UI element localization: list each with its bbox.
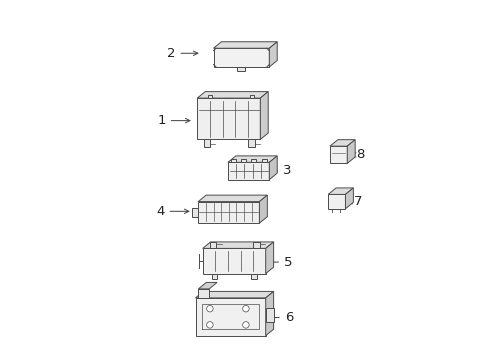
Polygon shape: [228, 156, 277, 162]
Polygon shape: [270, 156, 277, 180]
Polygon shape: [214, 42, 277, 48]
Polygon shape: [249, 94, 254, 98]
Polygon shape: [266, 256, 271, 266]
Polygon shape: [347, 140, 355, 163]
Polygon shape: [214, 48, 270, 67]
Polygon shape: [251, 274, 257, 279]
Polygon shape: [198, 289, 209, 298]
Polygon shape: [212, 274, 218, 279]
Polygon shape: [210, 242, 217, 248]
Polygon shape: [198, 282, 217, 289]
Polygon shape: [198, 195, 268, 202]
Polygon shape: [197, 91, 268, 98]
Polygon shape: [266, 308, 273, 323]
Polygon shape: [345, 188, 353, 209]
Polygon shape: [197, 98, 260, 139]
Polygon shape: [253, 242, 260, 248]
Polygon shape: [328, 188, 353, 194]
Polygon shape: [251, 159, 256, 162]
Polygon shape: [193, 208, 198, 217]
Text: 6: 6: [268, 311, 293, 324]
Polygon shape: [228, 162, 270, 180]
Circle shape: [243, 305, 249, 312]
Text: 8: 8: [350, 148, 365, 161]
Polygon shape: [266, 242, 273, 274]
Polygon shape: [248, 139, 255, 148]
Polygon shape: [330, 146, 347, 163]
Polygon shape: [328, 194, 345, 209]
Text: 4: 4: [156, 205, 189, 218]
Text: 3: 3: [270, 165, 292, 177]
Text: 5: 5: [269, 256, 293, 269]
Polygon shape: [241, 159, 246, 162]
Circle shape: [207, 322, 213, 328]
Polygon shape: [262, 159, 267, 162]
Polygon shape: [196, 298, 266, 336]
Polygon shape: [238, 67, 245, 71]
Polygon shape: [204, 139, 210, 148]
Polygon shape: [198, 202, 259, 223]
Polygon shape: [266, 292, 273, 336]
Polygon shape: [260, 91, 268, 139]
Polygon shape: [196, 292, 273, 298]
Polygon shape: [231, 159, 236, 162]
Circle shape: [207, 305, 213, 312]
Polygon shape: [203, 242, 273, 248]
Polygon shape: [270, 42, 277, 67]
Text: 1: 1: [157, 114, 190, 127]
Polygon shape: [208, 94, 213, 98]
Polygon shape: [259, 195, 268, 223]
Polygon shape: [203, 248, 266, 274]
Text: 2: 2: [167, 47, 198, 60]
Polygon shape: [330, 140, 355, 146]
Text: 7: 7: [348, 195, 363, 208]
Circle shape: [243, 322, 249, 328]
